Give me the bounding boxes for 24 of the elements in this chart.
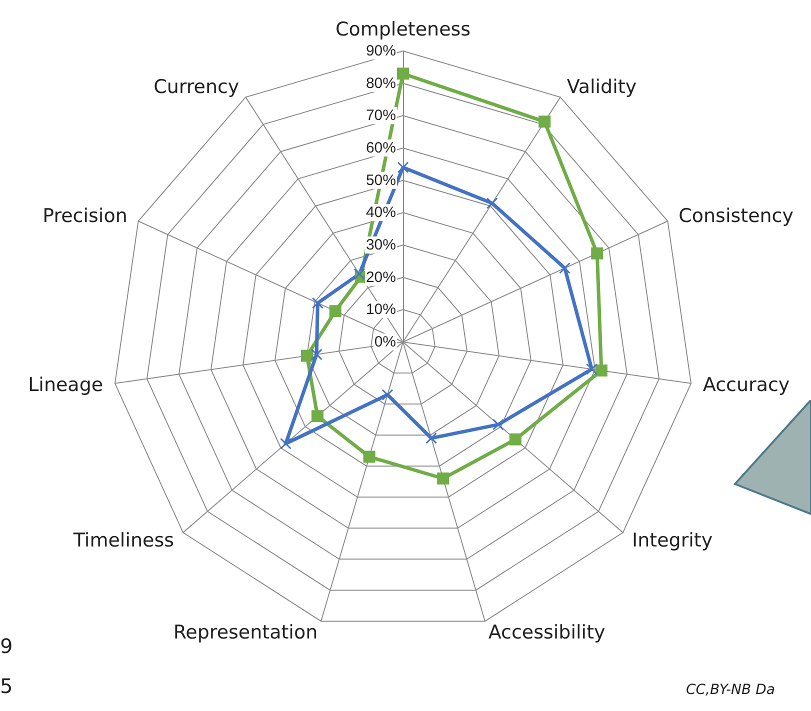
y-tick-label: 30% xyxy=(366,236,396,254)
text: 5 xyxy=(0,674,13,698)
spoke-label: Lineage xyxy=(28,374,104,396)
y-tick-label: 20% xyxy=(366,268,396,286)
spoke-label: Currency xyxy=(154,76,240,98)
text: 9 xyxy=(0,634,13,658)
spoke-label: Precision xyxy=(42,205,128,228)
y-tick-label: 60% xyxy=(366,140,396,156)
y-tick-label: 90% xyxy=(366,42,396,60)
spoke-label: Validity xyxy=(566,76,637,98)
text: CC,BY-NB Da xyxy=(686,682,775,698)
spoke-label: Representation xyxy=(173,622,318,644)
y-tick-label: 50% xyxy=(366,172,396,189)
y-tick-label: 0% xyxy=(374,334,396,350)
spoke-label: Consistency xyxy=(678,205,794,228)
spoke-label: Completeness xyxy=(335,18,471,40)
y-tick-label: 80% xyxy=(366,74,396,92)
spoke-label: Accessibility xyxy=(488,622,606,644)
spoke-label: Timeliness xyxy=(72,529,174,552)
y-tick-label: 40% xyxy=(366,204,396,222)
y-tick-label: 70% xyxy=(366,107,396,124)
spoke-label: Accuracy xyxy=(702,374,790,396)
y-tick-label: 10% xyxy=(366,301,396,318)
spoke-label: Integrity xyxy=(632,529,713,552)
